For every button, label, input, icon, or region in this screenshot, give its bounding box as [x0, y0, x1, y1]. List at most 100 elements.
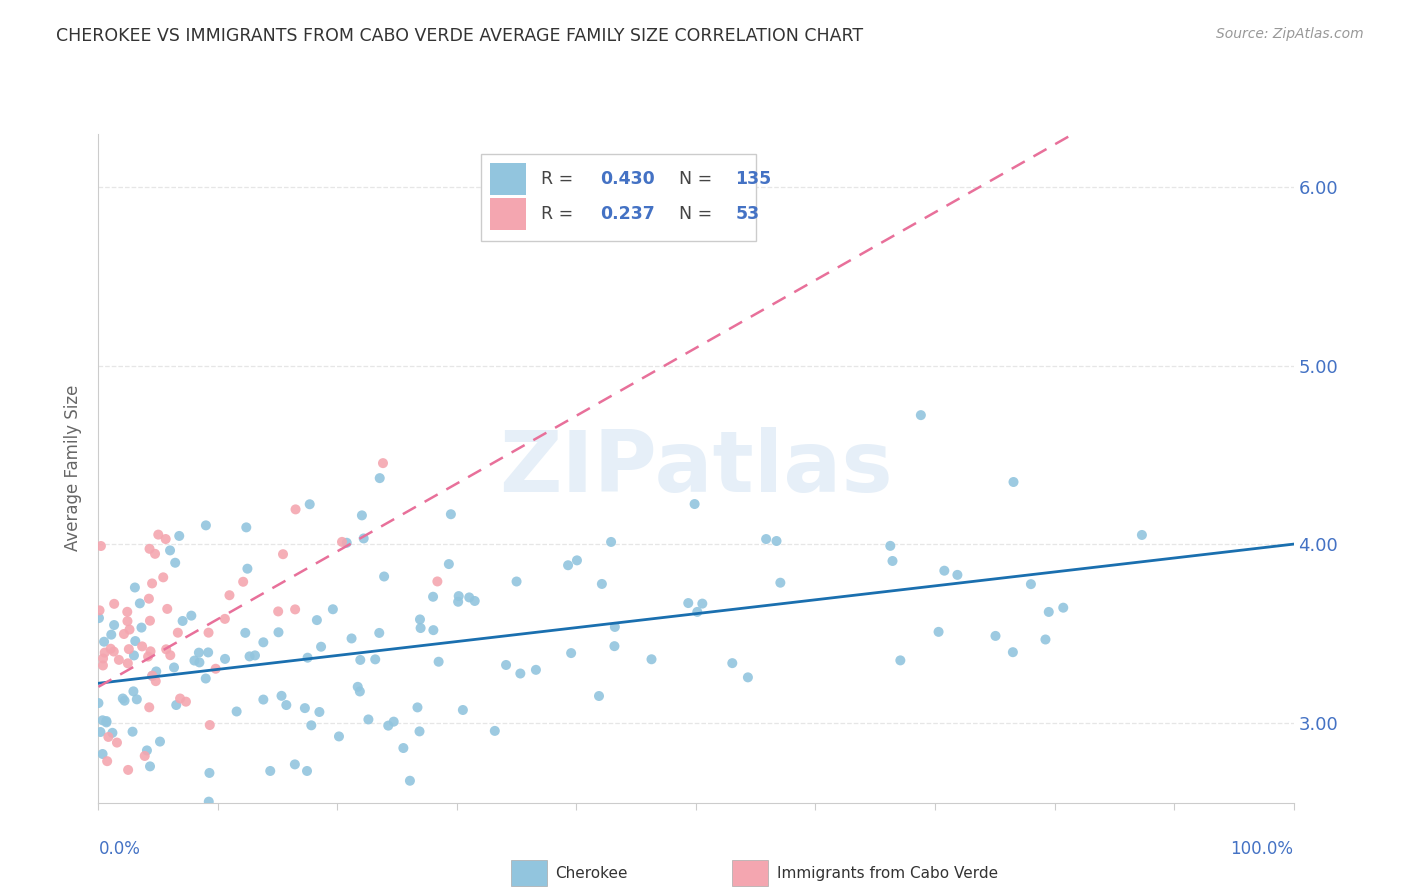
- Point: [89, 603, 111, 617]
- Point: [117, 605, 139, 619]
- Point: [139, 614, 162, 628]
- Point: [600, 535, 623, 549]
- Point: [294, 701, 316, 715]
- Point: [252, 635, 274, 649]
- Point: [122, 684, 145, 698]
- Point: [373, 569, 395, 583]
- Point: [169, 691, 191, 706]
- Point: [1130, 528, 1153, 542]
- Point: [197, 645, 219, 659]
- Point: [91, 714, 114, 728]
- Text: 135: 135: [735, 170, 772, 188]
- Point: [683, 497, 706, 511]
- Point: [640, 652, 662, 666]
- Point: [271, 547, 294, 561]
- Point: [89, 725, 111, 739]
- Point: [180, 608, 202, 623]
- Point: [368, 626, 391, 640]
- Point: [96, 715, 118, 730]
- Point: [252, 692, 274, 706]
- Point: [769, 575, 792, 590]
- Point: [427, 655, 450, 669]
- Point: [159, 543, 181, 558]
- Point: [357, 713, 380, 727]
- Point: [399, 773, 422, 788]
- Point: [111, 691, 134, 706]
- Point: [458, 591, 481, 605]
- Point: [765, 534, 787, 549]
- Point: [165, 556, 187, 570]
- FancyBboxPatch shape: [491, 163, 526, 195]
- Point: [143, 547, 166, 561]
- Point: [96, 754, 118, 768]
- Point: [93, 634, 115, 648]
- Point: [295, 764, 318, 778]
- Text: N =: N =: [668, 205, 718, 223]
- Point: [284, 602, 307, 616]
- Point: [155, 642, 177, 657]
- Point: [422, 590, 444, 604]
- Point: [984, 629, 1007, 643]
- Point: [882, 554, 904, 568]
- Point: [90, 539, 112, 553]
- Point: [218, 588, 240, 602]
- Point: [297, 650, 319, 665]
- Point: [298, 497, 321, 511]
- Point: [565, 553, 588, 567]
- Point: [946, 567, 969, 582]
- Point: [166, 625, 188, 640]
- Point: [117, 657, 139, 671]
- Text: 0.237: 0.237: [600, 205, 655, 223]
- Point: [1038, 605, 1060, 619]
- Point: [187, 646, 209, 660]
- Text: Immigrants from Cabo Verde: Immigrants from Cabo Verde: [778, 865, 998, 880]
- Point: [509, 666, 531, 681]
- Text: R =: R =: [540, 205, 578, 223]
- Point: [1035, 632, 1057, 647]
- Point: [409, 621, 432, 635]
- Point: [183, 654, 205, 668]
- Point: [1002, 475, 1025, 489]
- Point: [1001, 645, 1024, 659]
- Point: [138, 541, 160, 556]
- Point: [136, 743, 159, 757]
- Point: [934, 564, 956, 578]
- FancyBboxPatch shape: [491, 198, 526, 230]
- Point: [437, 557, 460, 571]
- Point: [349, 653, 371, 667]
- Point: [350, 508, 373, 523]
- Point: [232, 574, 254, 589]
- Point: [721, 656, 744, 670]
- Text: 0.0%: 0.0%: [98, 839, 141, 857]
- Point: [560, 646, 582, 660]
- Text: N =: N =: [668, 170, 718, 188]
- Point: [152, 570, 174, 584]
- Point: [364, 652, 387, 666]
- Point: [163, 660, 186, 674]
- Point: [557, 558, 579, 573]
- Point: [426, 574, 449, 589]
- Point: [737, 670, 759, 684]
- Point: [371, 456, 394, 470]
- Point: [392, 741, 415, 756]
- Point: [353, 532, 375, 546]
- Point: [686, 605, 709, 619]
- Point: [156, 602, 179, 616]
- Point: [91, 747, 114, 761]
- Point: [299, 718, 322, 732]
- Point: [447, 595, 470, 609]
- Point: [149, 734, 172, 748]
- Point: [910, 408, 932, 422]
- Point: [408, 724, 430, 739]
- Point: [406, 700, 429, 714]
- Point: [928, 624, 950, 639]
- Point: [259, 764, 281, 778]
- Point: [100, 641, 122, 656]
- Point: [267, 604, 290, 618]
- Point: [270, 689, 292, 703]
- Point: [308, 705, 330, 719]
- Point: [141, 576, 163, 591]
- Text: ZIPatlas: ZIPatlas: [499, 426, 893, 510]
- Point: [692, 597, 714, 611]
- Point: [87, 611, 110, 625]
